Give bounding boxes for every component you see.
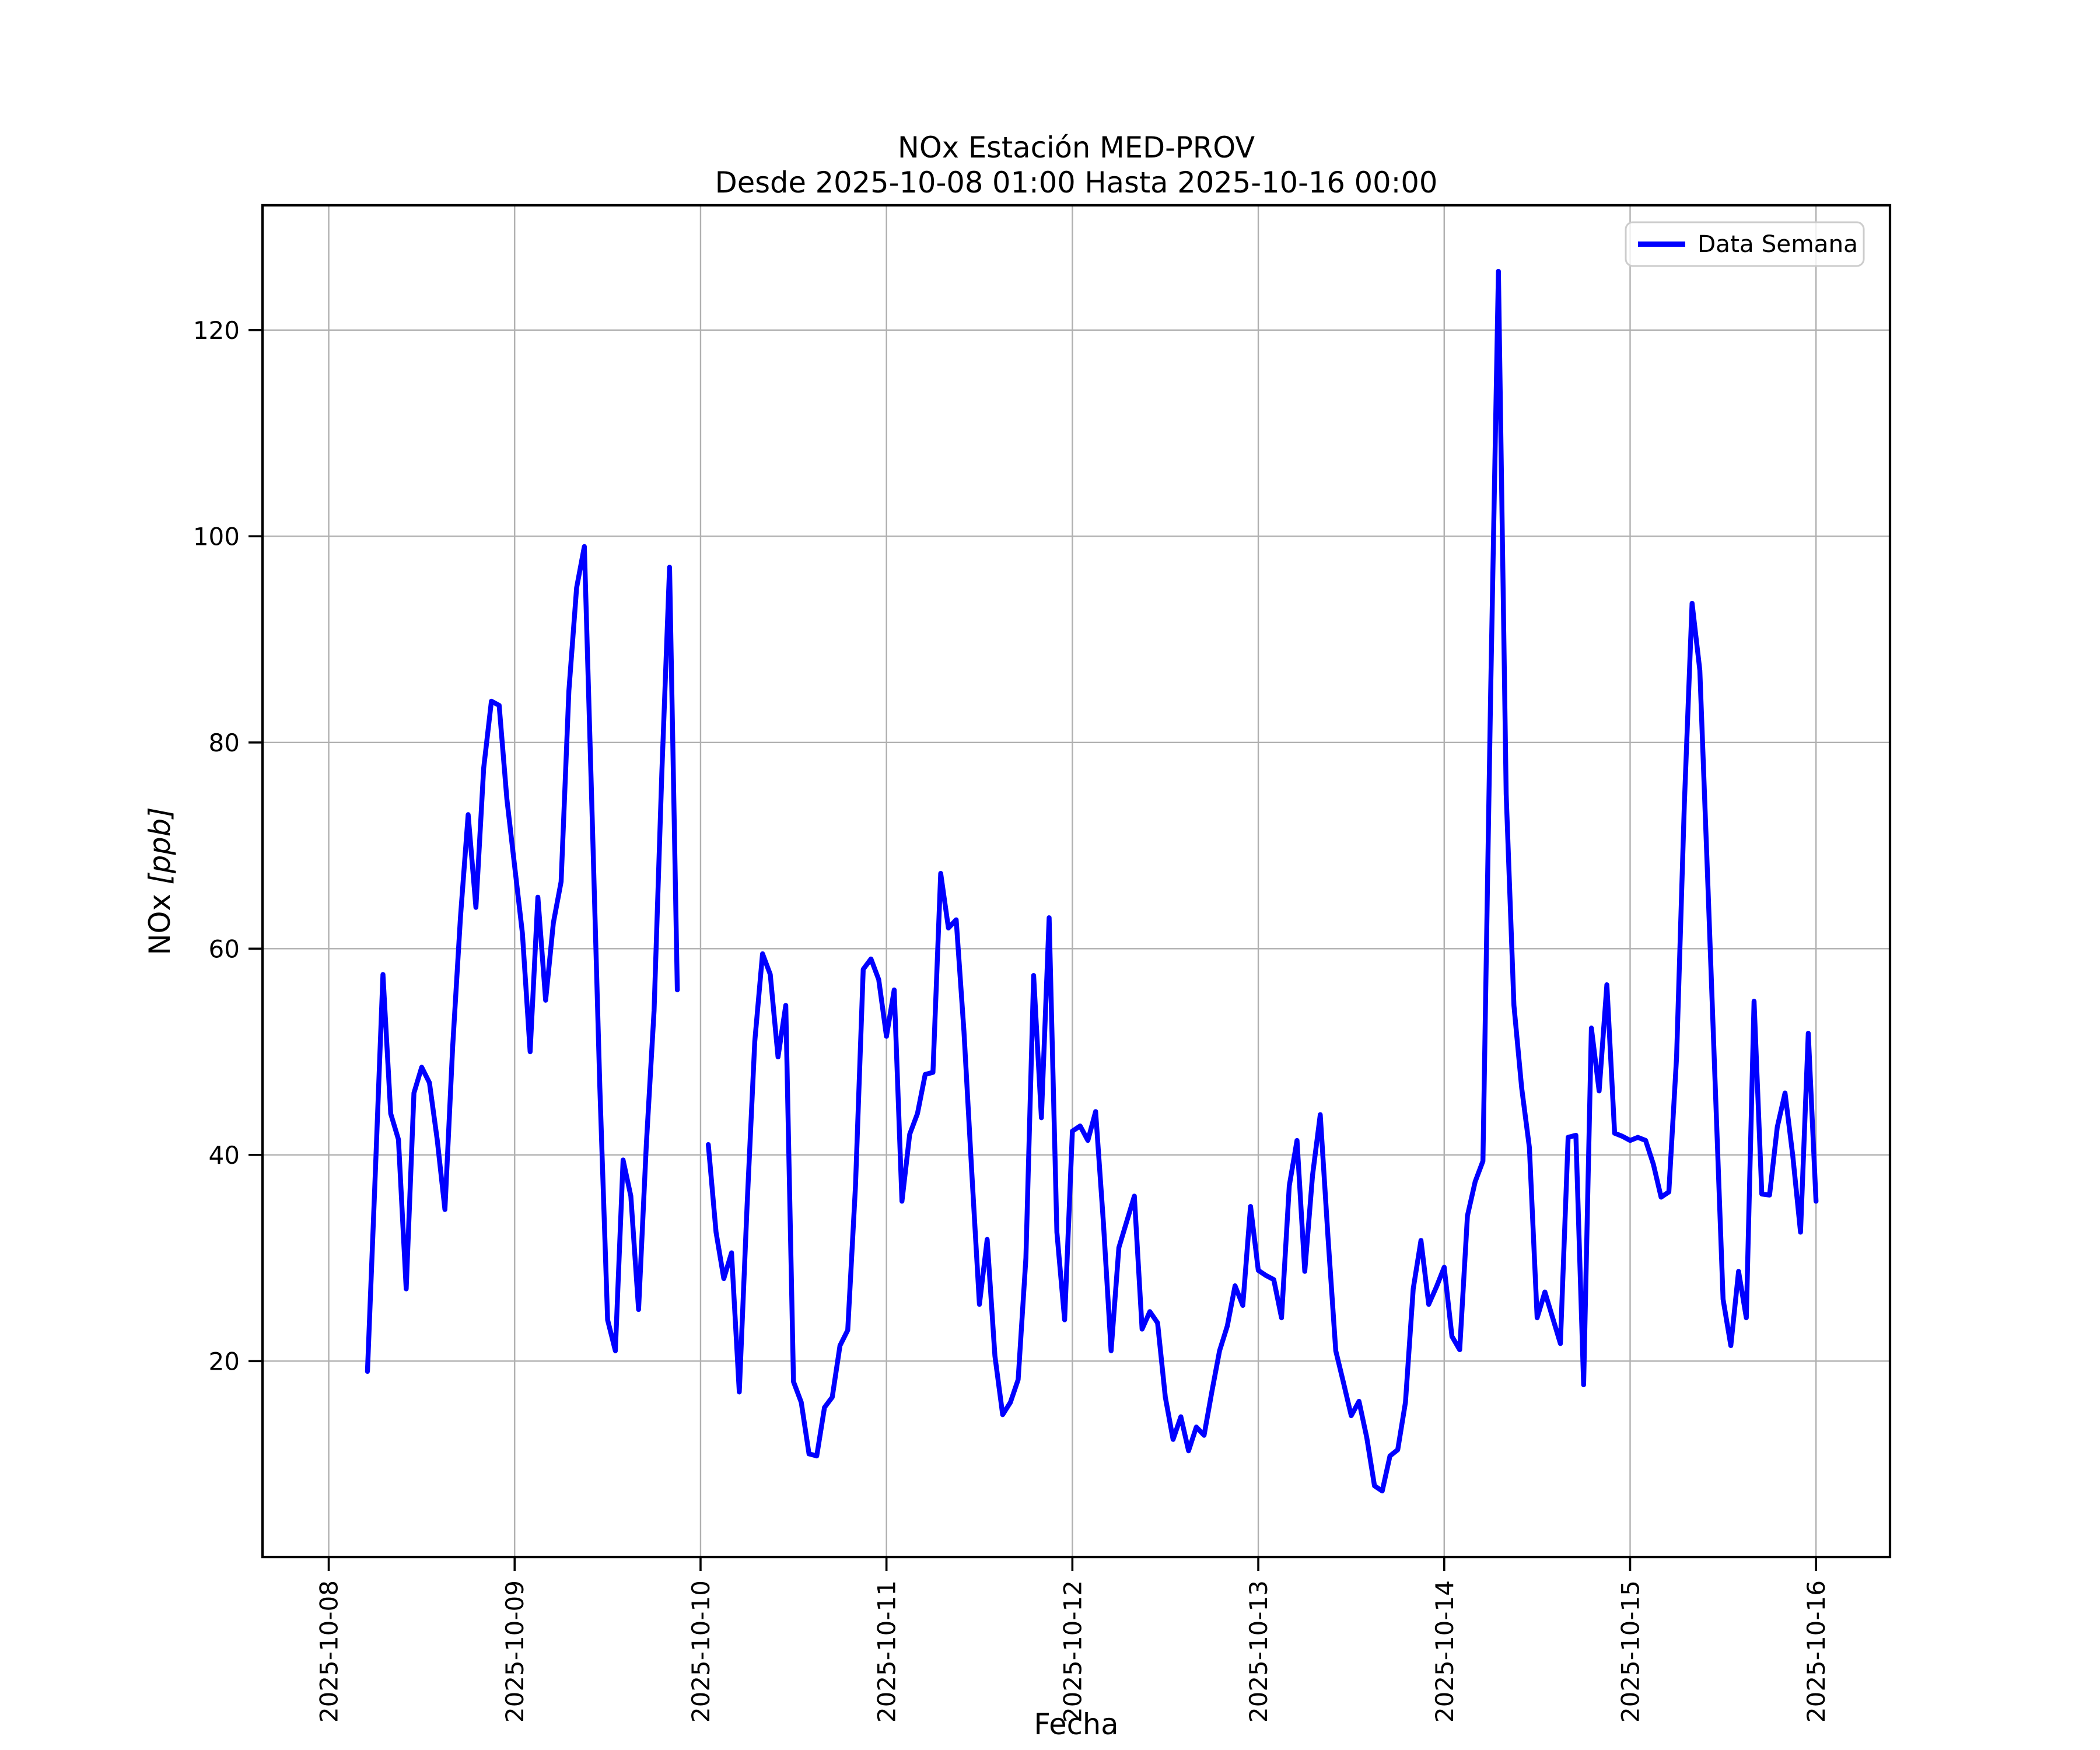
x-axis-label: Fecha — [1034, 1707, 1118, 1741]
y-axis-label: NOx [ppb] — [143, 807, 177, 956]
x-tick-label: 2025-10-16 — [1802, 1580, 1831, 1723]
x-tick-label: 2025-10-15 — [1616, 1580, 1644, 1723]
y-tick-label: 40 — [209, 1141, 240, 1170]
x-tick-label: 2025-10-10 — [687, 1580, 715, 1723]
y-axis-label-prefix: NOx — [143, 884, 177, 955]
data-series-line — [365, 268, 1819, 1494]
y-tick-label: 120 — [193, 316, 240, 345]
chart-subtitle: Desde 2025-10-08 01:00 Hasta 2025-10-16 … — [715, 166, 1438, 200]
legend-label: Data Semana — [1698, 230, 1858, 258]
axis-ticks: 2025-10-08 2025-10-09 2025-10-10 2025-10-11… — [193, 316, 1831, 1723]
x-tick-label: 2025-10-09 — [501, 1580, 529, 1723]
x-tick-label: 2025-10-12 — [1058, 1580, 1087, 1723]
y-tick-label: 60 — [209, 935, 240, 963]
y-tick-label: 80 — [209, 729, 240, 757]
x-tick-label: 2025-10-08 — [315, 1580, 344, 1723]
legend: Data Semana — [1625, 221, 1865, 267]
y-tick-label: 100 — [193, 522, 240, 551]
x-tick-label: 2025-10-13 — [1244, 1580, 1273, 1723]
chart-title: NOx Estación MED-PROV — [898, 131, 1255, 164]
x-tick-label: 2025-10-14 — [1430, 1580, 1459, 1723]
y-axis-label-unit: [ppb] — [143, 807, 177, 885]
gridlines — [262, 205, 1890, 1558]
x-tick-label: 2025-10-11 — [873, 1580, 901, 1723]
legend-box — [1625, 221, 1865, 267]
y-tick-label: 20 — [209, 1347, 240, 1376]
plot-frame — [261, 204, 1892, 1559]
